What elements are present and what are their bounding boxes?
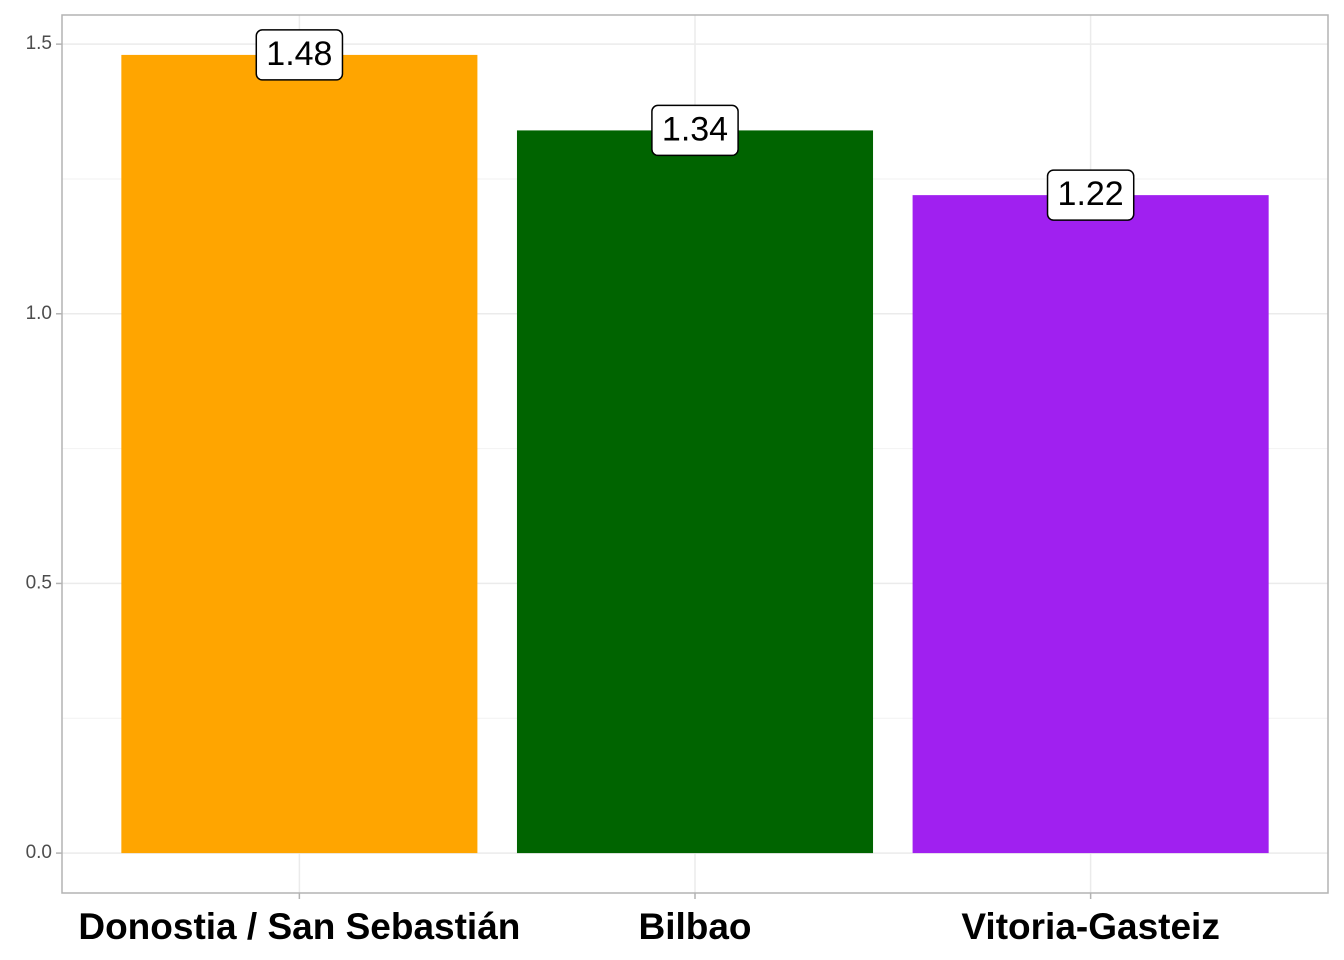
x-tick-label: Bilbao <box>638 906 751 947</box>
bar <box>912 195 1269 854</box>
y-tick-label: 1.0 <box>26 303 52 324</box>
bar <box>516 130 874 854</box>
value-label-box <box>651 104 739 157</box>
value-label-group: 1.34 <box>651 104 739 157</box>
y-tick-label: 0.0 <box>26 842 52 863</box>
value-label: 1.34 <box>662 110 728 148</box>
panel-border <box>61 14 1329 894</box>
bar <box>121 54 478 854</box>
x-tick-label: Donostia / San Sebastián <box>78 906 520 947</box>
y-tick-label: 0.5 <box>26 572 52 593</box>
value-label-group: 1.22 <box>1046 169 1135 221</box>
value-label: 1.48 <box>266 35 332 73</box>
y-tick-label: 1.5 <box>26 33 52 54</box>
value-label-box <box>255 29 344 81</box>
x-tick-label: Vitoria-Gasteiz <box>961 906 1219 947</box>
value-label: 1.22 <box>1058 175 1124 213</box>
value-label-group: 1.48 <box>255 29 344 81</box>
value-label-box <box>1046 169 1135 221</box>
